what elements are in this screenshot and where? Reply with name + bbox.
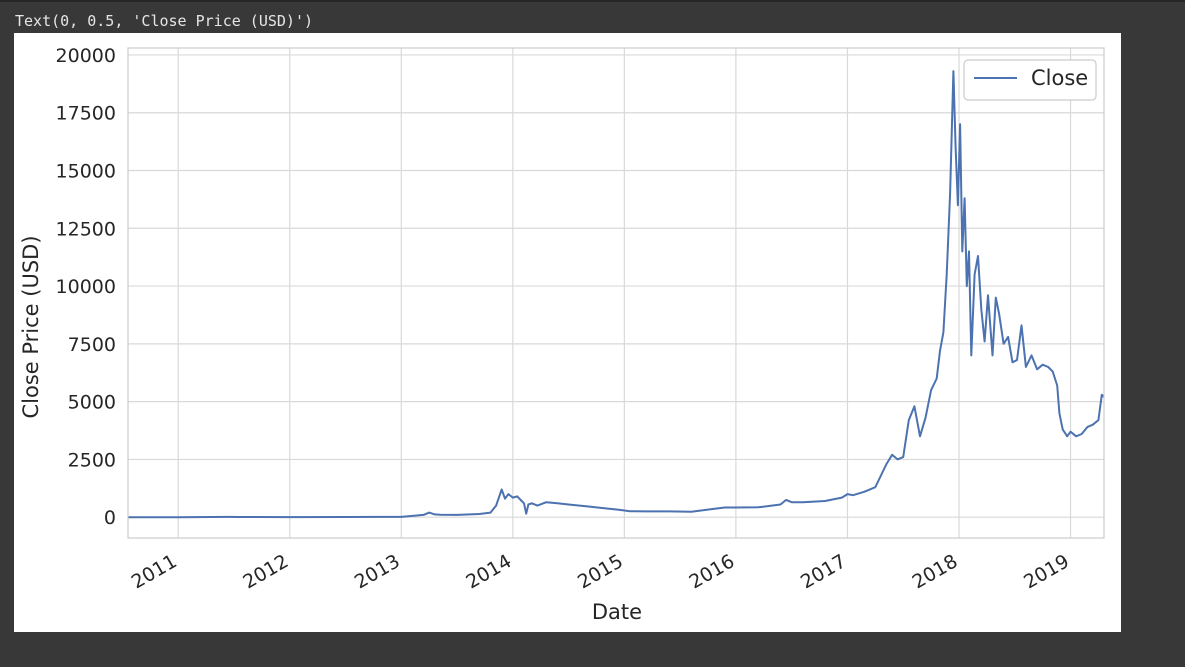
line-chart: 0 2500 5000 7500 10000 12500 15000 17500 20000 2…	[19, 45, 1105, 624]
y-tick-label: 0	[104, 507, 116, 529]
x-tick-label: 2014	[462, 550, 515, 593]
top-border	[0, 0, 1185, 2]
legend-label-close: Close	[1031, 66, 1088, 90]
y-tick-label: 5000	[68, 392, 116, 414]
y-tick-labels: 0 2500 5000 7500 10000 12500 15000 17500 20000	[56, 45, 116, 529]
series-layer	[128, 70, 1105, 519]
x-tick-label: 2017	[797, 550, 850, 593]
plot-frame	[127, 47, 1105, 539]
y-tick-label: 15000	[56, 161, 116, 183]
x-tick-labels: 2011 2012 2013 2014 2015 2016 2017 2018 2019	[128, 550, 1073, 593]
y-axis-label: Close Price (USD)	[19, 235, 43, 418]
grid-layer	[128, 48, 1104, 538]
series-line-close	[128, 70, 1105, 519]
y-tick-label: 7500	[68, 334, 116, 356]
x-tick-label: 2013	[351, 550, 404, 593]
y-tick-label: 17500	[56, 103, 116, 125]
x-tick-label: 2015	[574, 550, 627, 593]
y-tick-label: 12500	[56, 218, 116, 240]
x-tick-label: 2019	[1020, 550, 1073, 593]
y-tick-label: 10000	[56, 276, 116, 298]
x-tick-label: 2011	[128, 550, 181, 593]
legend-box	[963, 59, 1097, 101]
cell-output-text: Text(0, 0.5, 'Close Price (USD)')	[15, 12, 314, 30]
x-tick-label: 2016	[686, 550, 739, 593]
x-tick-label: 2012	[239, 550, 292, 593]
y-tick-label: 20000	[56, 45, 116, 67]
y-tick-label: 2500	[68, 449, 116, 471]
legend: Close	[963, 59, 1097, 101]
chart-figure: 0 2500 5000 7500 10000 12500 15000 17500 20000 2…	[14, 33, 1121, 632]
x-axis-label: Date	[592, 600, 642, 624]
x-tick-label: 2018	[909, 550, 962, 593]
